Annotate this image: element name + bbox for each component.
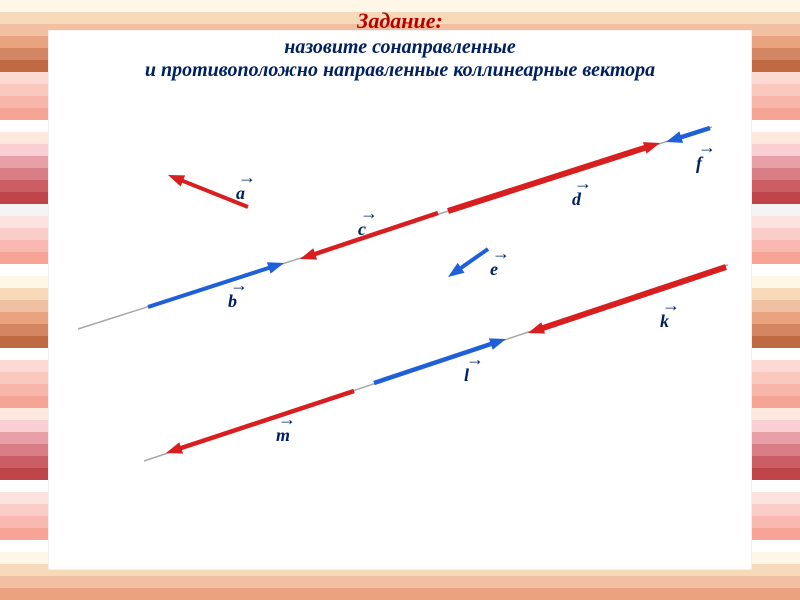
vector-k bbox=[537, 267, 726, 330]
vector-c-label: c bbox=[358, 219, 366, 239]
vector-diagram: →a→b→c→d→f→e→l→k→m bbox=[48, 95, 752, 565]
subtitle-line2: и противоположно направленные коллинеарн… bbox=[145, 59, 655, 81]
slide-frame: Задание: назовите сонаправленные и проти… bbox=[0, 0, 800, 600]
vector-a-label: a bbox=[236, 183, 245, 203]
vector-m bbox=[175, 391, 354, 450]
vector-k-label: k bbox=[660, 311, 669, 331]
vector-b-arrowhead-icon bbox=[267, 262, 284, 273]
vector-d-arrowhead-icon bbox=[643, 142, 660, 153]
subtitle-line1: назовите сонаправленные bbox=[284, 36, 516, 58]
vector-b-label: b bbox=[228, 291, 237, 311]
vector-c-arrowhead-icon bbox=[300, 248, 317, 259]
task-title: Задание: bbox=[0, 8, 800, 34]
vector-d-label: d bbox=[572, 189, 582, 209]
vector-b bbox=[148, 266, 275, 307]
vector-d bbox=[448, 146, 651, 211]
vector-m-arrowhead-icon bbox=[166, 442, 183, 453]
vector-e-label: e bbox=[490, 259, 498, 279]
vector-m-label: m bbox=[276, 425, 290, 445]
vector-a-arrowhead-icon bbox=[168, 175, 185, 187]
vector-l-arrowhead-icon bbox=[489, 338, 506, 349]
vector-k-arrowhead-icon bbox=[528, 322, 545, 333]
vector-l-label: l bbox=[464, 365, 469, 385]
task-subtitle: назовите сонаправленные и противоположно… bbox=[0, 36, 800, 82]
vector-f-arrowhead-icon bbox=[666, 131, 683, 142]
